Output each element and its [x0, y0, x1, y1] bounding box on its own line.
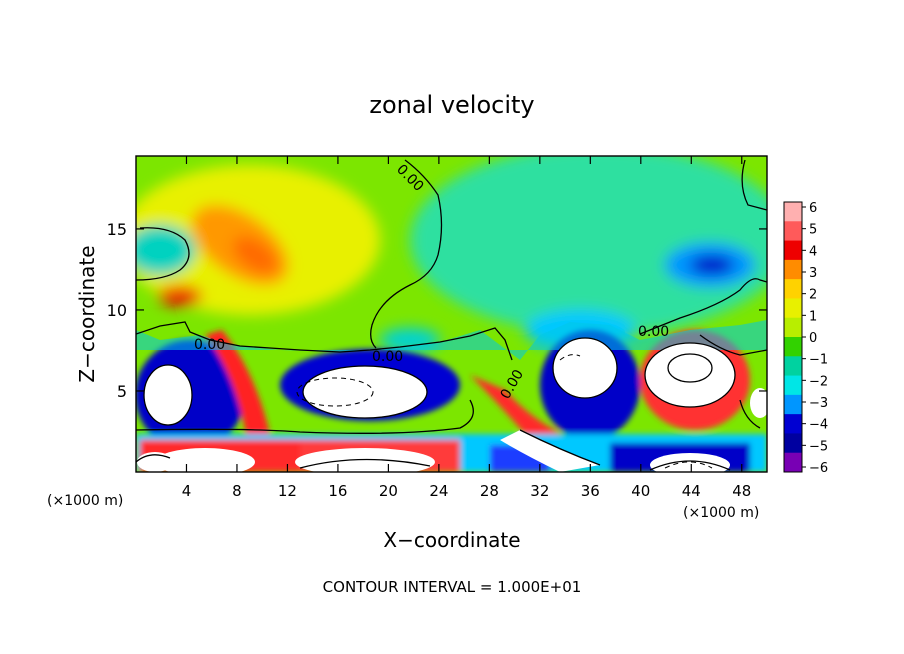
colorbar-swatch — [784, 221, 802, 242]
colorbar-tick-label: 1 — [809, 309, 817, 324]
y-tick-label: 10 — [107, 301, 127, 320]
y-axis-label: Z−coordinate — [75, 245, 99, 382]
colorbar-tick-label: 2 — [809, 288, 817, 303]
colorbar-swatch — [784, 356, 802, 377]
colorbar-swatch — [784, 394, 802, 415]
y-tick-label: 5 — [117, 382, 127, 401]
colorbar-tick-label: 4 — [809, 244, 817, 259]
x-tick-label: 24 — [429, 482, 448, 500]
y-tick-label: 15 — [107, 220, 127, 239]
colorbar-tick-label: 3 — [809, 266, 817, 281]
colorbar-swatch — [784, 298, 802, 319]
colorbar-swatch — [784, 452, 802, 473]
x-tick-label: 48 — [732, 482, 751, 500]
colorbar-tick-label: 6 — [809, 201, 817, 216]
colorbar-tick-label: −3 — [809, 396, 828, 411]
x-tick-label: 16 — [328, 482, 347, 500]
x-tick-label: 8 — [232, 482, 242, 500]
x-tick-label: 12 — [278, 482, 297, 500]
dashed-contours — [296, 354, 713, 469]
colorbar-tick-label: −2 — [809, 374, 828, 389]
x-tick-label: 4 — [182, 482, 192, 500]
colorbar-swatch — [784, 240, 802, 261]
contour-label: 0.00 — [194, 337, 225, 353]
x-unit-right: (×1000 m) — [683, 505, 759, 521]
plot-frame — [135, 155, 768, 473]
colorbar: 6 5 4 3 2 1 0 −1 −2 −3 −4 −5 −6 — [783, 201, 828, 476]
colorbar-swatch — [784, 259, 802, 280]
heatmap-field — [136, 156, 767, 472]
colorbar-swatch — [784, 337, 802, 357]
colorbar-swatch — [784, 202, 802, 222]
chart-title: zonal velocity — [369, 91, 534, 119]
colorbar-tick-label: 5 — [809, 223, 817, 238]
colorbar-swatch — [784, 414, 802, 434]
x-tick-label: 32 — [530, 482, 549, 500]
x-tick-label: 44 — [682, 482, 701, 500]
x-tick-label: 36 — [581, 482, 600, 500]
contour-interval-note: CONTOUR INTERVAL = 1.000E+01 — [323, 578, 582, 596]
x-tick-label: 28 — [480, 482, 499, 500]
colorbar-swatch — [784, 375, 802, 396]
colorbar-tick-label: −1 — [809, 353, 828, 368]
colorbar-swatch — [784, 317, 802, 338]
contour-lines — [136, 159, 767, 471]
x-axis-label: X−coordinate — [383, 528, 520, 552]
x-axis: 4 8 12 16 20 24 28 32 36 40 44 48 — [182, 156, 751, 500]
x-tick-label: 40 — [631, 482, 650, 500]
colorbar-tick-label: 0 — [809, 331, 817, 346]
contour-label: 0.00 — [638, 324, 669, 340]
x-tick-label: 20 — [379, 482, 398, 500]
colorbar-swatch — [784, 279, 802, 299]
colorbar-swatch — [784, 433, 802, 454]
contour-label: 0.00 — [372, 349, 403, 365]
colorbar-tick-label: −5 — [809, 439, 828, 454]
x-unit-left: (×1000 m) — [47, 493, 123, 509]
colorbar-tick-label: −6 — [809, 461, 828, 476]
y-axis: 5 10 15 — [107, 220, 767, 401]
colorbar-tick-label: −4 — [809, 418, 828, 433]
